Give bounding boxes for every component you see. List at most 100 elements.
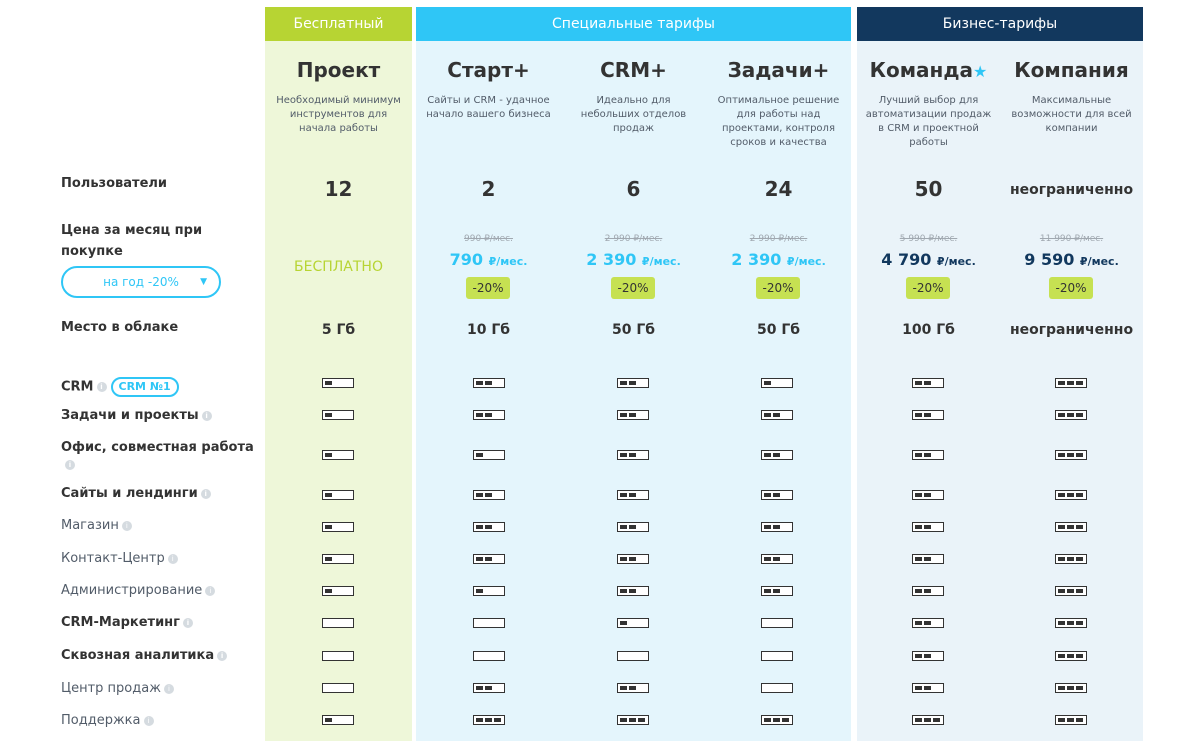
info-icon[interactable]: i (96, 382, 107, 392)
meter-segment (1058, 453, 1065, 457)
feature-label-analytics: Сквозная аналитика i (61, 648, 228, 663)
feature-label-sites: Сайты и лендинги i (61, 486, 211, 501)
info-icon[interactable]: i (167, 553, 178, 564)
meter-segment (620, 589, 627, 593)
storage-value: неограниченно (1009, 322, 1134, 338)
info-icon[interactable]: i (121, 520, 132, 531)
meter-segment (1067, 525, 1074, 529)
meter-segment (1058, 654, 1065, 658)
feature-level-meter (1055, 683, 1087, 693)
plan-name-kompaniya: Компания (1014, 58, 1129, 82)
meter-segment (924, 718, 931, 722)
meter-segment (1076, 413, 1083, 417)
feature-level-meter (1055, 490, 1087, 500)
meter-segment (915, 453, 922, 457)
feature-level-meter (322, 715, 354, 725)
group-header-free: Бесплатный (265, 7, 412, 41)
meter-segment (1067, 589, 1074, 593)
feature-level-meter (761, 715, 793, 725)
feature-level-meter (473, 490, 505, 500)
meter-segment (476, 525, 483, 529)
meter-segment (915, 557, 922, 561)
feature-level-meter (761, 651, 793, 661)
meter-segment (773, 589, 780, 593)
feature-level-meter (473, 378, 505, 388)
meter-segment (325, 525, 332, 529)
feature-level-meter (761, 554, 793, 564)
feature-level-meter (912, 715, 944, 725)
meter-segment (1076, 686, 1083, 690)
feature-level-meter (912, 410, 944, 420)
meter-segment (1067, 413, 1074, 417)
meter-segment (325, 381, 332, 385)
meter-segment (773, 453, 780, 457)
feature-level-meter (617, 554, 649, 564)
meter-segment (629, 718, 636, 722)
feature-level-meter (617, 522, 649, 532)
meter-segment (629, 413, 636, 417)
new-price: 2 390 ₽/мес. (731, 250, 826, 269)
meter-segment (325, 718, 332, 722)
feature-level-meter (322, 586, 354, 596)
feature-level-meter (322, 522, 354, 532)
feature-level-meter (912, 651, 944, 661)
info-icon[interactable]: i (143, 715, 154, 726)
meter-segment (476, 686, 483, 690)
feature-label-crm: CRM i CRM №1 (61, 377, 179, 397)
feature-label-support: Поддержка i (61, 713, 154, 728)
meter-segment (325, 413, 332, 417)
storage-value: 100 Гб (902, 322, 955, 338)
users-value: 24 (764, 177, 793, 201)
meter-segment (915, 718, 922, 722)
meter-segment (476, 589, 483, 593)
meter-segment (1058, 525, 1065, 529)
meter-segment (764, 413, 771, 417)
feature-label-sales-center: Центр продаж i (61, 681, 174, 696)
feature-level-meter (912, 450, 944, 460)
meter-segment (1076, 525, 1083, 529)
feature-level-meter (912, 618, 944, 628)
plan-desc-proekt: Необходимый минимум инструментов для начал… (276, 95, 401, 134)
info-icon[interactable]: i (217, 650, 228, 661)
meter-segment (782, 718, 789, 722)
meter-segment (1058, 413, 1065, 417)
info-icon[interactable]: i (65, 459, 75, 470)
feature-level-meter (761, 378, 793, 388)
meter-segment (620, 413, 627, 417)
billing-period-select[interactable]: на год -20% ▼ (61, 266, 221, 298)
meter-segment (629, 453, 636, 457)
meter-segment (764, 557, 771, 561)
group-header-business: Бизнес-тарифы (857, 7, 1143, 41)
old-price: 5 990 ₽/мес. (899, 234, 958, 244)
meter-segment (924, 413, 931, 417)
feature-level-meter (617, 378, 649, 388)
meter-segment (764, 589, 771, 593)
feature-level-meter (761, 410, 793, 420)
meter-segment (924, 557, 931, 561)
info-icon[interactable]: i (200, 488, 211, 499)
meter-segment (924, 381, 931, 385)
meter-segment (924, 525, 931, 529)
meter-segment (485, 686, 492, 690)
info-icon[interactable]: i (205, 585, 216, 596)
business-column-bg (857, 7, 1143, 741)
feature-level-meter (912, 586, 944, 596)
info-icon[interactable]: i (201, 410, 212, 421)
feature-level-meter (1055, 715, 1087, 725)
info-icon[interactable]: i (163, 683, 174, 694)
feature-level-meter (617, 490, 649, 500)
meter-segment (915, 589, 922, 593)
feature-label-office: Офис, совместная работа i (61, 440, 254, 470)
feature-level-meter (473, 715, 505, 725)
users-value: 12 (324, 177, 353, 201)
new-price: 790 ₽/мес. (449, 250, 528, 269)
crm-rank-badge: CRM №1 (110, 377, 179, 397)
meter-segment (1067, 686, 1074, 690)
meter-segment (773, 718, 780, 722)
info-icon[interactable]: i (182, 617, 193, 628)
meter-segment (764, 718, 771, 722)
feature-level-meter (473, 651, 505, 661)
meter-segment (915, 621, 922, 625)
feature-level-meter (912, 683, 944, 693)
feature-level-meter (761, 586, 793, 596)
